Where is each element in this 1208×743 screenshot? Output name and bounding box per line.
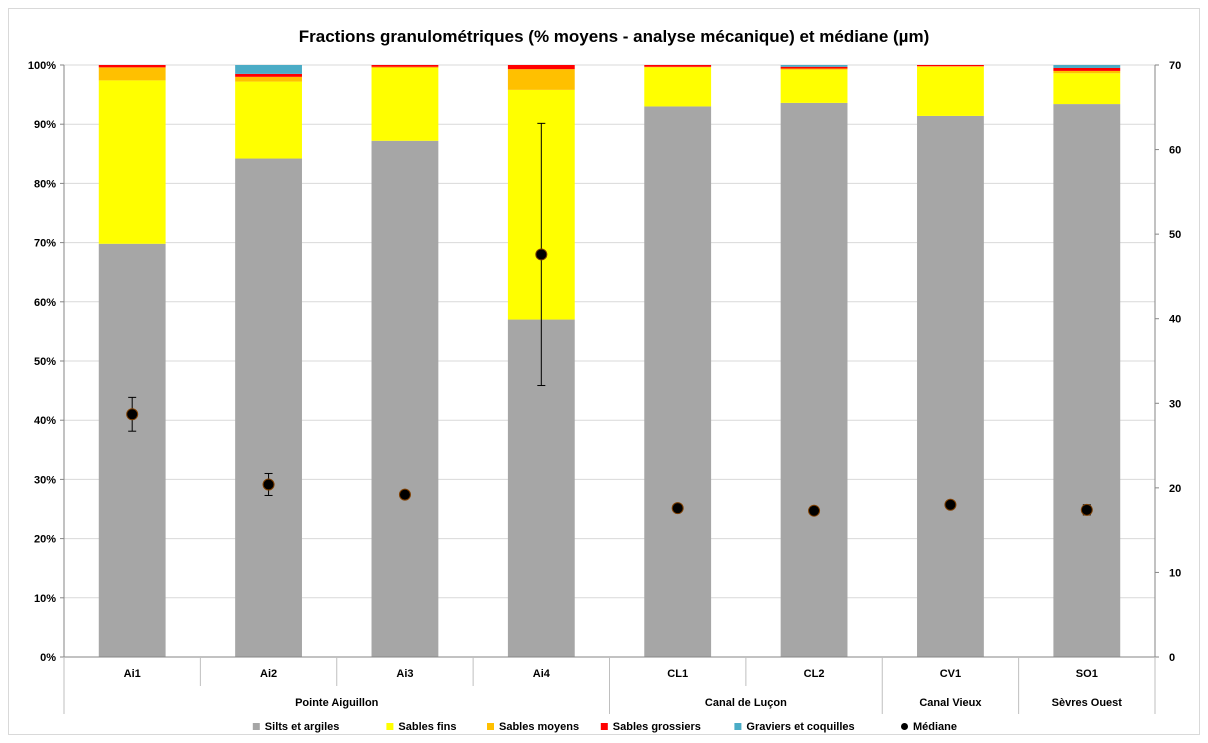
bar-segment [644,65,712,67]
bar-segment [507,65,575,70]
category-label: Ai2 [260,668,277,680]
left-tick-label: 80% [34,178,56,190]
bar-segment [235,73,302,77]
bar-segment [780,102,848,657]
axes: 0% 10% 20% 30% 40% 50% 60% 70% 80% 90% 100% 0 10 20 30… [28,60,1181,714]
category-label: CV1 [940,668,961,680]
legend-swatch [734,723,742,730]
bar-segment [235,65,302,74]
bar-segment [780,65,848,67]
right-tick-label: 60 [1169,145,1181,157]
group-label: Pointe Aiguillon [295,697,379,709]
legend-swatch [600,723,608,730]
legend-marker [901,723,908,730]
legend-label: Sables grossiers [613,721,701,733]
bar-segment [235,158,302,657]
bar-segment [371,140,439,657]
bar-segment [507,69,575,90]
bar-segment [98,243,166,657]
bar-segment [780,68,848,70]
median-point [535,248,548,261]
bar-segment [644,66,712,68]
group-label: Canal de Luçon [705,697,787,709]
left-tick-label: 100% [28,60,56,72]
bar-segment [371,66,439,68]
bar-segment [1053,73,1121,105]
median-point [126,408,139,421]
median-point [262,478,275,491]
legend-label: Silts et argiles [265,721,340,733]
left-tick-label: 10% [34,593,56,605]
legend-label: Graviers et coquilles [746,721,854,733]
category-label: Ai1 [124,668,141,680]
right-tick-label: 0 [1169,652,1175,664]
bar-segment [98,65,166,68]
category-label: SO1 [1076,668,1098,680]
bar-segment [98,67,166,81]
right-tick-label: 20 [1169,483,1181,495]
right-tick-label: 30 [1169,398,1181,410]
legend-swatch [386,723,394,730]
bar-segment [644,67,712,107]
median-point [944,498,957,511]
bar-segment [235,81,302,159]
right-tick-label: 40 [1169,314,1181,326]
bar-segment [1053,70,1121,74]
left-tick-label: 30% [34,474,56,486]
bar-segment [917,66,984,116]
median-point [1080,503,1093,516]
bar-segment [371,65,439,67]
bar-segment [917,115,984,658]
right-tick-label: 50 [1169,229,1181,241]
bar-segment [1053,67,1121,71]
chart-title: Fractions granulométriques (% moyens - a… [299,27,929,46]
category-label: CL2 [804,668,825,680]
bar-segment [780,69,848,103]
category-label: Ai4 [533,668,551,680]
median-point [808,504,821,517]
legend: Silts et argiles Sables fins Sables moyens… [252,721,957,733]
legend-label: Médiane [913,721,957,733]
group-label: Canal Vieux [919,697,982,709]
bar-segment [1053,65,1121,68]
legend-swatch [252,723,260,730]
category-label: Ai3 [396,668,413,680]
group-label: Sèvres Ouest [1052,697,1123,709]
chart-frame [8,8,1200,735]
right-tick-label: 70 [1169,60,1181,72]
bar-segment [235,76,302,82]
median-points [126,122,1093,517]
bar-segment [644,106,712,657]
bar-segment [917,66,984,67]
bar-segment [371,67,439,141]
median-point [671,502,684,515]
right-tick-label: 10 [1169,567,1181,579]
legend-swatch [487,723,494,730]
median-point [398,488,411,501]
left-tick-label: 20% [34,534,56,546]
left-tick-label: 70% [34,238,56,250]
bar-segment [780,66,848,69]
left-tick-label: 90% [34,119,56,131]
left-tick-label: 60% [34,297,56,309]
left-tick-label: 40% [34,415,56,427]
gridlines [64,64,1155,658]
legend-label: Sables fins [398,721,456,733]
bar-segment [917,65,984,67]
left-tick-label: 50% [34,356,56,368]
legend-label: Sables moyens [499,721,579,733]
bar-segment [98,80,166,244]
left-tick-label: 0% [40,652,56,664]
category-label: CL1 [667,668,688,680]
bar-segment [1053,104,1121,657]
